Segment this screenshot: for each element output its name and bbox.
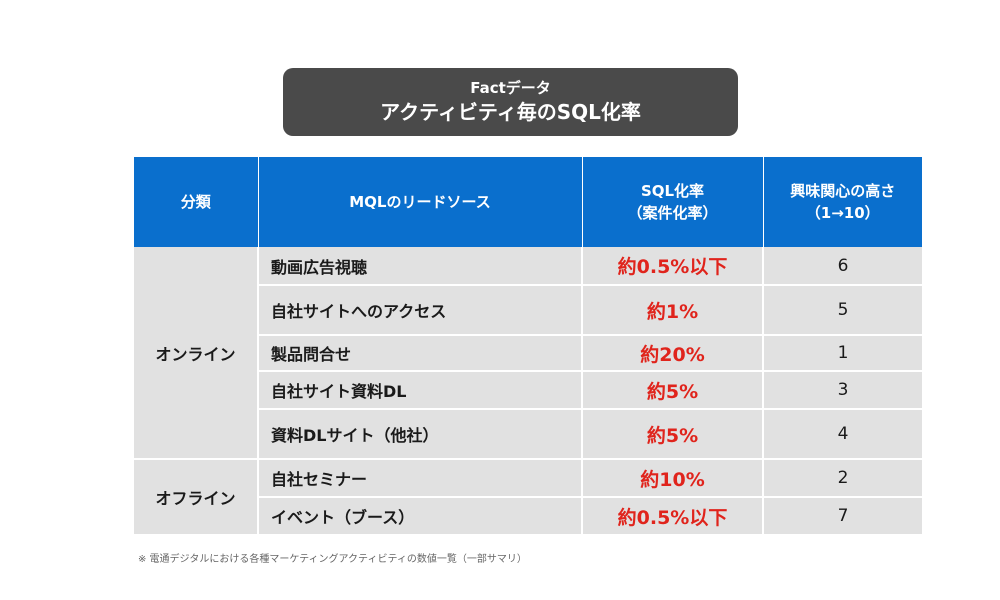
sql-rate: 約5% — [582, 409, 764, 460]
table-row: 資料DLサイト（他社） 約5% 4 — [134, 409, 922, 460]
lead-source: イベント（ブース） — [258, 497, 583, 536]
header-interest: 興味関心の高さ （1→10） — [763, 157, 922, 247]
interest-level: 7 — [763, 497, 922, 536]
sql-rate: 約1% — [582, 285, 764, 336]
interest-level: 4 — [763, 409, 922, 460]
footnote: ※ 電通デジタルにおける各種マーケティングアクティビティの数値一覧（一部サマリ） — [138, 554, 527, 565]
table-row: イベント（ブース） 約0.5%以下 7 — [134, 497, 922, 536]
title-subtitle: Factデータ — [470, 79, 551, 97]
header-source: MQLのリードソース — [258, 157, 583, 247]
lead-source: 製品問合せ — [258, 335, 583, 372]
lead-source: 自社サイトへのアクセス — [258, 285, 583, 336]
interest-level: 2 — [763, 459, 922, 498]
lead-source: 自社サイト資料DL — [258, 371, 583, 410]
title-box: Factデータ アクティビティ毎のSQL化率 — [283, 68, 738, 136]
header-interest-line1: 興味関心の高さ — [790, 182, 896, 200]
interest-level: 5 — [763, 285, 922, 336]
table-row: オンライン 動画広告視聴 約0.5%以下 6 — [134, 247, 922, 460]
lead-source: 自社セミナー — [258, 459, 583, 498]
sql-rate-table: 分類 MQLのリードソース SQL化率 （案件化率） 興味関心の高さ （1→10… — [134, 157, 922, 536]
header-rate: SQL化率 （案件化率） — [582, 157, 764, 247]
sql-rate: 約5% — [582, 371, 764, 410]
table-row: 製品問合せ 約20% 1 — [134, 335, 922, 372]
table-row: オフライン 自社セミナー 約10% 2 — [134, 459, 922, 536]
sql-rate: 約20% — [582, 335, 764, 372]
header-category: 分類 — [134, 157, 259, 247]
table-row: 自社サイトへのアクセス 約1% 5 — [134, 285, 922, 336]
interest-level: 3 — [763, 371, 922, 410]
interest-level: 1 — [763, 335, 922, 372]
sql-rate: 約10% — [582, 459, 764, 498]
header-interest-line2: （1→10） — [805, 204, 880, 222]
category-online: オンライン — [134, 247, 259, 460]
page-title: アクティビティ毎のSQL化率 — [380, 100, 641, 124]
lead-source: 動画広告視聴 — [258, 247, 583, 286]
table-row: 自社サイト資料DL 約5% 3 — [134, 371, 922, 410]
interest-level: 6 — [763, 247, 922, 286]
table-header-row: 分類 MQLのリードソース SQL化率 （案件化率） 興味関心の高さ （1→10… — [134, 157, 922, 247]
lead-source: 資料DLサイト（他社） — [258, 409, 583, 460]
category-offline: オフライン — [134, 459, 259, 536]
sql-rate: 約0.5%以下 — [582, 497, 764, 536]
sql-rate: 約0.5%以下 — [582, 247, 764, 286]
header-rate-line1: SQL化率 — [640, 182, 705, 200]
header-rate-line2: （案件化率） — [627, 204, 718, 222]
